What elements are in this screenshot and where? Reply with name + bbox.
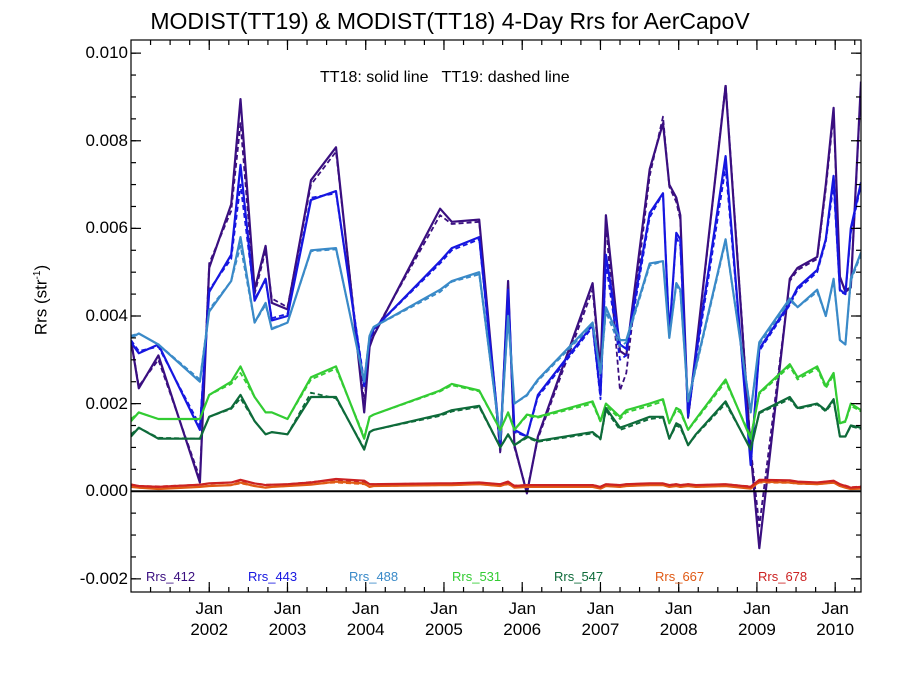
series-rrs-678-dashed-line [131,478,861,489]
y-tick-label: 0.010 [85,43,128,63]
x-tick-label: Jan 2010 [805,598,865,640]
x-tick-label: Jan 2005 [414,598,474,640]
series-rrs-488-dashed-line [131,240,861,441]
x-tick-year: 2009 [738,620,776,639]
legend-item-rrs-678: Rrs_678 [758,569,808,584]
legend-item-rrs-488: Rrs_488 [349,569,399,584]
legend-item-rrs-443: Rrs_443 [248,569,298,584]
x-tick-year: 2002 [190,620,229,639]
x-tick-year: 2008 [659,620,698,639]
legend-item-rrs-412: Rrs_412 [146,569,196,584]
series-rrs-531-dashed-line [131,365,861,438]
series-layer [131,81,861,550]
line-style-annotation: TT18: solid line TT19: dashed line [320,69,570,86]
series-rrs-412-dashed-line [131,82,861,528]
plot-frame [130,39,862,593]
legend-item-rrs-531: Rrs_531 [452,569,502,584]
series-rrs-443-solid-line [131,155,861,467]
x-tick-label: Jan 2002 [179,598,239,640]
y-axis-label-superscript: -1 [32,270,43,280]
x-tick-year: 2010 [816,620,855,639]
x-tick-month: Jan [821,599,849,618]
y-axis-label: Rrs (str-1) [26,255,51,345]
series-rrs-667-dashed-line [131,481,861,490]
y-tick-label: 0.004 [85,306,128,325]
x-tick-month: Jan [508,599,536,618]
y-tick-label: -0.002 [79,568,128,588]
x-tick-month: Jan [430,599,458,618]
x-tick-year: 2006 [503,620,542,639]
x-tick-month: Jan [352,599,380,618]
legend-item-rrs-547: Rrs_547 [554,569,604,584]
x-tick-year: 2007 [581,620,620,639]
x-tick-month: Jan [273,599,302,618]
series-rrs-412-solid-line [131,81,861,550]
y-tick-label: 0.006 [85,218,128,238]
x-tick-month: Jan [743,599,771,618]
x-tick-year: 2005 [425,620,463,639]
x-tick-label: Jan 2003 [257,598,317,640]
y-tick-label: 0.002 [85,393,128,413]
x-tick-label: Jan 2008 [649,598,709,640]
axis-layer [131,40,861,592]
series-rrs-547-dashed-line [131,391,861,450]
chart-title: MODIST(TT19) & MODIST(TT18) 4-Day Rrs fo… [150,8,750,34]
series-rrs-488-solid-line [131,236,861,440]
x-tick-month: Jan [586,599,615,618]
y-axis-label-end: ) [31,264,51,271]
x-tick-month: Jan [664,599,693,618]
x-tick-label: Jan 2007 [570,598,630,640]
x-tick-label: Jan 2009 [727,598,787,640]
y-tick-label: 0.008 [85,130,128,150]
x-tick-year: 2003 [268,620,307,639]
legend-item-rrs-667: Rrs_667 [655,569,705,584]
x-tick-label: Jan 2006 [492,598,552,640]
x-tick-month: Jan [195,599,223,618]
y-tick-label: 0.000 [85,481,128,501]
x-tick-year: 2004 [346,620,385,639]
series-rrs-443-dashed-line [131,166,861,462]
x-tick-label: Jan 2004 [336,598,396,640]
